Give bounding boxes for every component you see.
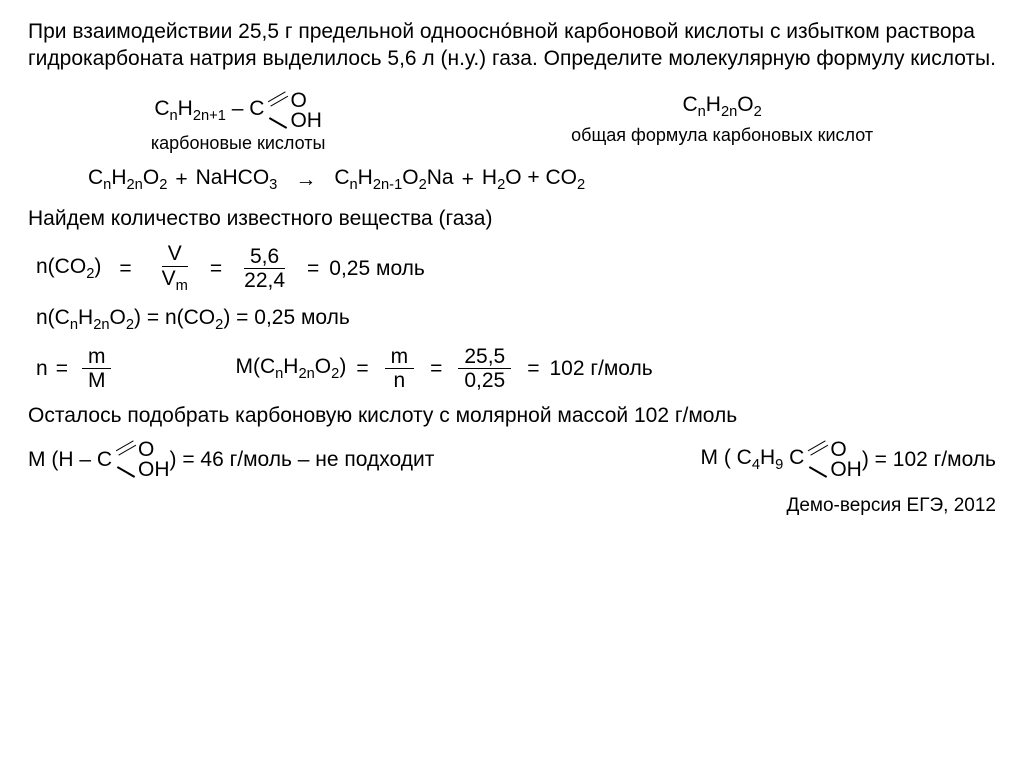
candidate-row: M (H – C O OH ) = 46 г/моль – не подходи… — [28, 440, 996, 480]
cand1-o: O — [138, 440, 154, 460]
cand1-oh: OH — [138, 460, 170, 480]
frac-m: m — [82, 345, 112, 369]
cand2-cooh: O OH — [806, 440, 862, 480]
molar-mass-calc: n = m M M(CnH2nO2) = m n = 25,5 0,25 = 1… — [36, 345, 996, 392]
cand2-prefix: M ( C4H9 C — [701, 444, 805, 475]
m-M-frac: m M — [82, 345, 112, 392]
vol-frac: 5,6 22,4 — [238, 245, 291, 292]
mol-equality: n(CnH2nO2) = n(CO2) = 0,25 моль — [36, 304, 996, 335]
mass-den: 0,25 — [458, 369, 511, 392]
candidate-2: M ( C4H9 C O OH ) = 102 г/моль — [701, 440, 997, 480]
step-2-text: Осталось подобрать карбоновую кислоту с … — [28, 402, 996, 429]
frac-v: V — [162, 242, 188, 266]
M-calc: M(CnH2nO2) = m n = 25,5 0,25 = 102 г/мол… — [235, 345, 652, 392]
vol-den: 22,4 — [238, 269, 291, 292]
reactant-2: NaHCO3 — [196, 164, 278, 195]
formula-row: CnH2n+1 – C O OH карбоновые кислоты CnH2… — [28, 91, 996, 156]
eq-sign-3: = — [307, 255, 319, 282]
mass-frac: 25,5 0,25 — [458, 345, 511, 392]
candidate-1: M (H – C O OH ) = 46 г/моль – не подходи… — [28, 440, 434, 480]
eq-sign-2: = — [210, 255, 222, 282]
frac-vm: Vm — [156, 267, 194, 294]
footer-source: Демо-версия ЕГЭ, 2012 — [28, 494, 996, 519]
frac-m2: m — [385, 345, 415, 369]
eq-sign-5: = — [356, 355, 368, 382]
structural-formula-block: CnH2n+1 – C O OH карбоновые кислоты — [151, 91, 326, 156]
eq-sign-6: = — [430, 355, 442, 382]
cand1-cooh: O OH — [114, 440, 170, 480]
general-formula-block: CnH2nO2 общая формула карбоновых кислот — [571, 91, 873, 148]
cand1-prefix: M (H – C — [28, 446, 112, 473]
problem-statement: При взаимодействии 25,5 г предельной одн… — [28, 18, 996, 73]
structural-formula: CnH2n+1 – C O OH — [154, 91, 322, 131]
product-1: CnH2n-1O2Na — [334, 164, 453, 195]
mass-num: 25,5 — [458, 345, 511, 369]
eq-sign-1: = — [119, 255, 131, 282]
v-vm-frac: V Vm — [156, 242, 194, 293]
o-atom: O — [290, 91, 306, 111]
nco2-result: 0,25 моль — [329, 255, 425, 282]
general-label: общая формула карбоновых кислот — [571, 124, 873, 147]
reactant-1: CnH2nO2 — [88, 164, 167, 195]
n-label: n — [36, 355, 48, 382]
cand2-result: ) = 102 г/моль — [862, 446, 996, 473]
cand1-result: ) = 46 г/моль – не подходит — [170, 446, 435, 473]
general-formula: CnH2nO2 — [571, 91, 873, 122]
vol-num: 5,6 — [244, 245, 285, 269]
oh-group: OH — [290, 111, 322, 131]
M-result: 102 г/моль — [549, 355, 652, 382]
mol-val: 0,25 моль — [254, 306, 350, 329]
nco2-calc: n(CO2) = V Vm = 5,6 22,4 = 0,25 моль — [36, 242, 996, 293]
frac-M: M — [82, 369, 112, 392]
eq-sign-4: = — [56, 355, 68, 382]
n-formula: n = m M — [36, 345, 117, 392]
product-2: H2O + CO2 — [482, 164, 585, 195]
step-1-text: Найдем количество известного вещества (г… — [28, 205, 996, 232]
cooh-group: O OH — [266, 91, 322, 131]
m-n-frac: m n — [385, 345, 415, 392]
eq-sign-7: = — [527, 355, 539, 382]
M-label: M(CnH2nO2) — [235, 353, 346, 384]
reaction-equation: CnH2nO2 + NaHCO3 → CnH2n-1O2Na + H2O + C… — [88, 164, 996, 195]
cand2-o: O — [830, 440, 846, 460]
plus-2: + — [462, 166, 474, 193]
arrow: → — [295, 166, 316, 193]
cand2-oh: OH — [830, 460, 862, 480]
structural-label: карбоновые кислоты — [151, 132, 326, 155]
frac-n2: n — [387, 369, 411, 392]
alkyl-part: CnH2n+1 – C — [154, 95, 264, 126]
plus-1: + — [175, 166, 187, 193]
nco2-label: n(CO2) — [36, 253, 101, 284]
